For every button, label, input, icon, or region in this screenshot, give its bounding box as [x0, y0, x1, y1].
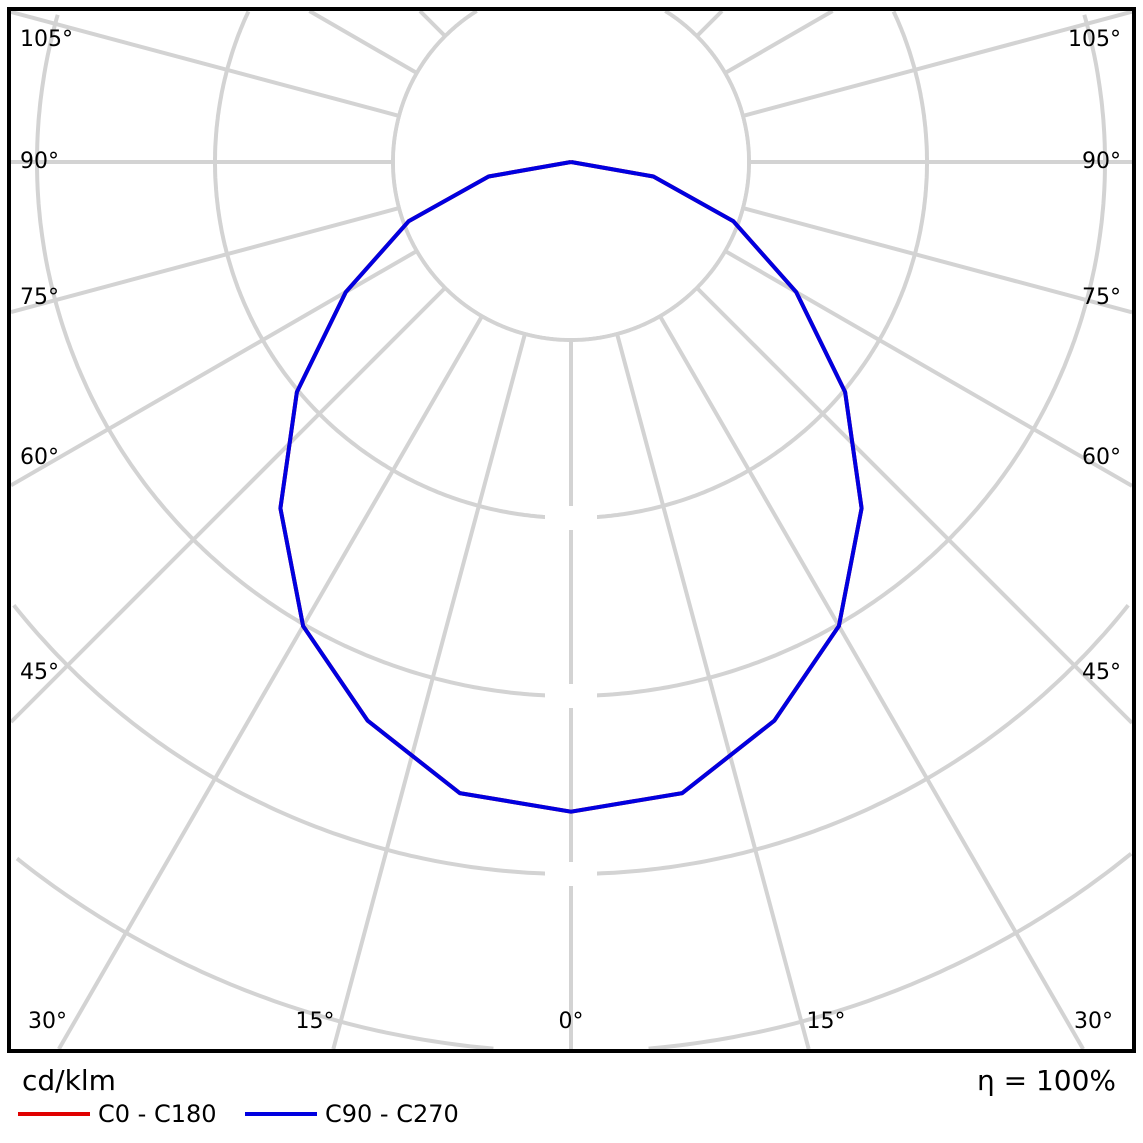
grid-spoke: [418, 9, 447, 38]
grid-spoke: [724, 249, 1133, 488]
angle-label-left: 60°: [20, 445, 59, 470]
angle-labels: 105° 90° 75° 60° 45° 30° 105° 90° 75° 60° 45° 30° 15…: [20, 27, 1121, 1034]
curve-c90-c270: [278, 160, 864, 814]
grid-spoke: [695, 286, 1134, 725]
ring-label-gap: [545, 684, 597, 708]
grid-ring: [213, 10, 929, 520]
ring-label-gap: [545, 862, 597, 886]
grid-spoke: [9, 249, 418, 488]
unit-label: cd/klm: [22, 1064, 116, 1097]
angle-label-left: 45°: [20, 660, 59, 685]
angle-label-right: 90°: [1082, 149, 1121, 174]
inner-circle-fill: [395, 0, 747, 338]
angle-label-right: 60°: [1082, 445, 1121, 470]
angle-label-right: 30°: [1074, 1009, 1113, 1034]
grid-spoke: [658, 315, 1085, 1051]
angle-label-bottom: 0°: [559, 1009, 584, 1034]
legend-swatch-blue: [245, 1112, 317, 1116]
grid-ring: [12, 603, 1130, 876]
grid-spoke: [331, 333, 527, 1050]
grid-spoke: [9, 286, 447, 724]
grid-spoke: [308, 9, 418, 75]
ring-label-gap: [545, 506, 597, 530]
grid-ring: [35, 14, 1107, 698]
legend-label: C0 - C180: [98, 1100, 217, 1128]
legend-item-c90-c270: C90 - C270: [245, 1100, 459, 1128]
grid-ring: [15, 852, 1133, 1051]
angle-label-bottom: 15°: [296, 1009, 335, 1034]
grid-spoke: [10, 10, 400, 118]
angle-label-left: 105°: [20, 27, 73, 52]
plot-frame: [7, 7, 1136, 1053]
angle-label-left: 90°: [20, 149, 59, 174]
angle-label-left: 30°: [28, 1009, 67, 1034]
legend-label: C90 - C270: [325, 1100, 459, 1128]
efficiency-label: η = 100%: [976, 1064, 1116, 1097]
grid-spoke: [615, 333, 811, 1050]
angle-label-bottom: 15°: [807, 1009, 846, 1034]
legend-item-c0-c180: C0 - C180: [18, 1100, 217, 1128]
angle-label-right: 45°: [1082, 660, 1121, 685]
legend-swatch-red: [18, 1112, 90, 1116]
curves: [278, 160, 864, 814]
grid-spoke: [742, 206, 1133, 315]
grid-spoke: [10, 206, 400, 314]
angle-label-right: 105°: [1068, 27, 1121, 52]
grid-spoke: [695, 9, 724, 38]
angle-label-left: 75°: [20, 285, 59, 310]
grid-spoke: [724, 9, 834, 75]
grid-spoke: [57, 315, 484, 1051]
grid-spoke: [742, 9, 1133, 118]
grid-ring: [391, 9, 751, 342]
polar-grid: [9, 0, 1134, 1051]
angle-label-right: 75°: [1082, 285, 1121, 310]
